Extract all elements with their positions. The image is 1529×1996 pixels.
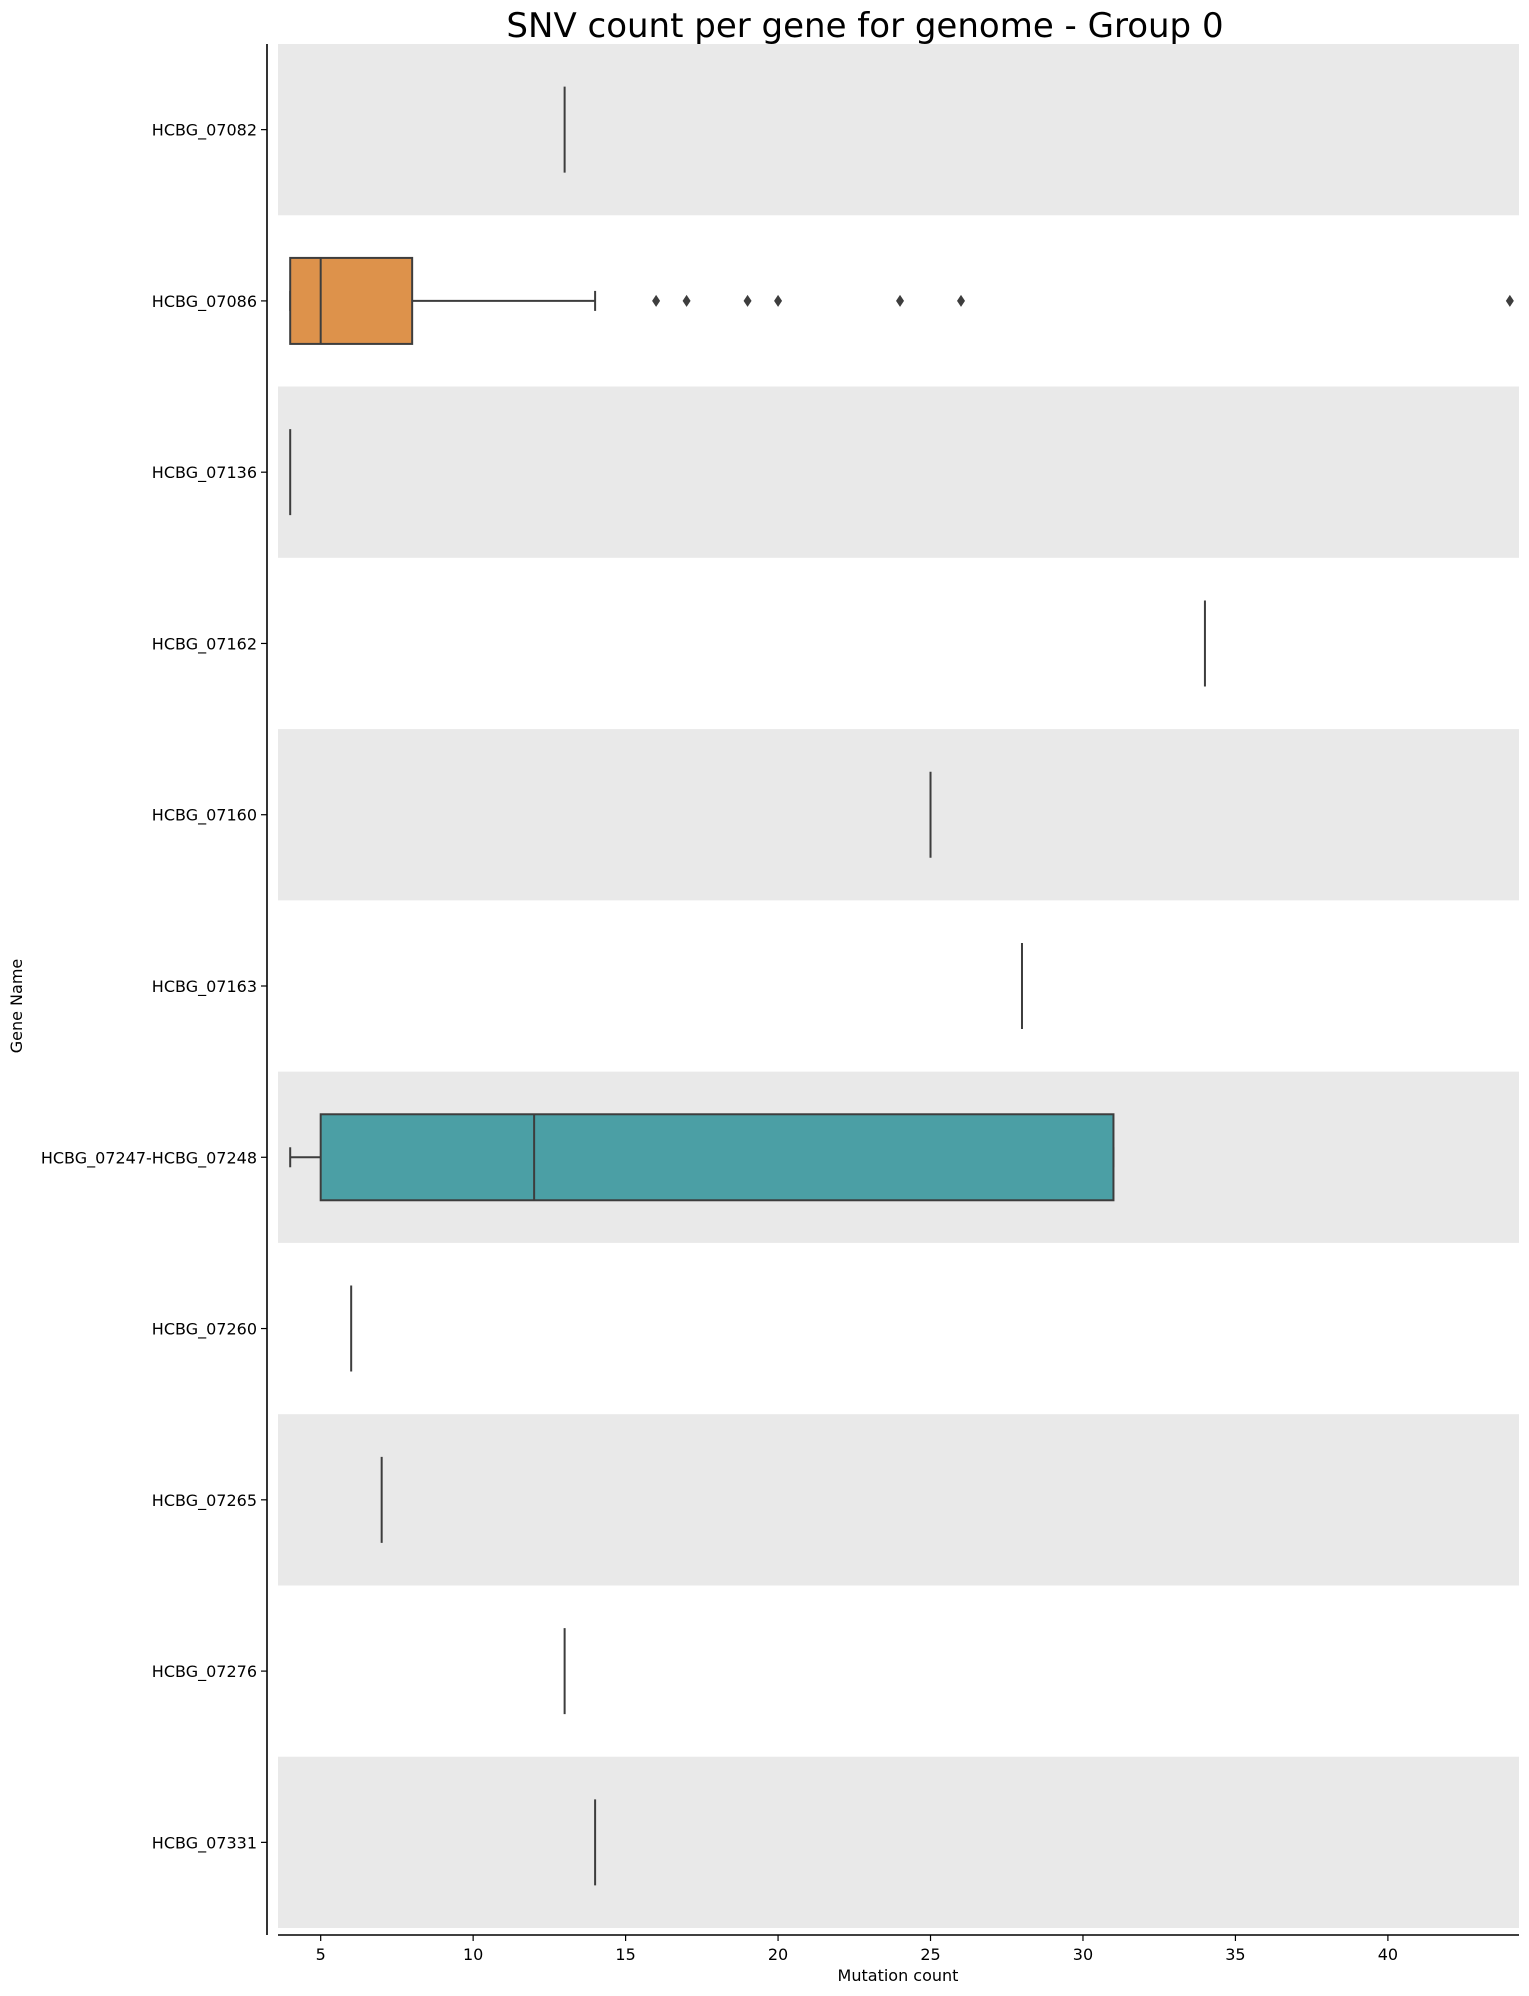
iqr-box	[319, 1113, 1115, 1202]
chart-title: SNV count per gene for genome - Group 0	[506, 6, 1223, 46]
x-tick-label: 15	[615, 1945, 635, 1964]
row-band	[278, 386, 1519, 558]
y-axis: HCBG_07082 HCBG_07086 HCBG_07136 HCBG_07162…	[41, 44, 268, 1935]
x-tick-label: 35	[1225, 1945, 1245, 1964]
y-tick-label: HCBG_07082	[152, 121, 257, 141]
box-HCBG_07247-HCBG_07248	[289, 1113, 1115, 1202]
outlier-point	[682, 294, 691, 307]
row-band	[278, 729, 1519, 901]
outlier-point	[774, 294, 783, 307]
y-tick-label: HCBG_07265	[152, 1491, 257, 1511]
outlier-point	[896, 294, 905, 307]
y-tick-label: HCBG_07163	[152, 977, 257, 997]
y-tick-label: HCBG_07331	[152, 1833, 257, 1853]
y-axis-label: Gene Name	[7, 959, 26, 1054]
x-axis: 5 10 15 20 25 30 35 40	[278, 1934, 1519, 1964]
outlier-point	[957, 294, 966, 307]
y-tick-label: HCBG_07160	[152, 806, 257, 826]
row-band	[278, 1414, 1519, 1586]
y-tick-label: HCBG_07260	[152, 1320, 257, 1340]
row-band	[278, 1756, 1519, 1928]
row-bands	[278, 44, 1519, 1928]
x-tick-label: 5	[316, 1945, 326, 1964]
outlier-point	[1505, 294, 1514, 307]
y-tick-label: HCBG_07136	[152, 463, 257, 483]
outlier-point	[743, 294, 752, 307]
y-tick-label: HCBG_07086	[152, 292, 257, 312]
y-tick-label: HCBG_07162	[152, 634, 257, 654]
iqr-box	[289, 256, 414, 345]
y-tick-label: HCBG_07276	[152, 1662, 257, 1682]
x-tick-label: 10	[463, 1945, 483, 1964]
x-tick-label: 20	[768, 1945, 788, 1964]
y-tick-label: HCBG_07247-HCBG_07248	[41, 1148, 257, 1168]
x-tick-label: 40	[1378, 1945, 1398, 1964]
box-HCBG_07086	[289, 256, 1514, 345]
x-axis-label: Mutation count	[838, 1966, 959, 1985]
outlier-point	[652, 294, 661, 307]
x-tick-label: 25	[920, 1945, 940, 1964]
x-tick-label: 30	[1073, 1945, 1093, 1964]
row-band	[278, 44, 1519, 216]
box-marks	[289, 86, 1514, 1886]
